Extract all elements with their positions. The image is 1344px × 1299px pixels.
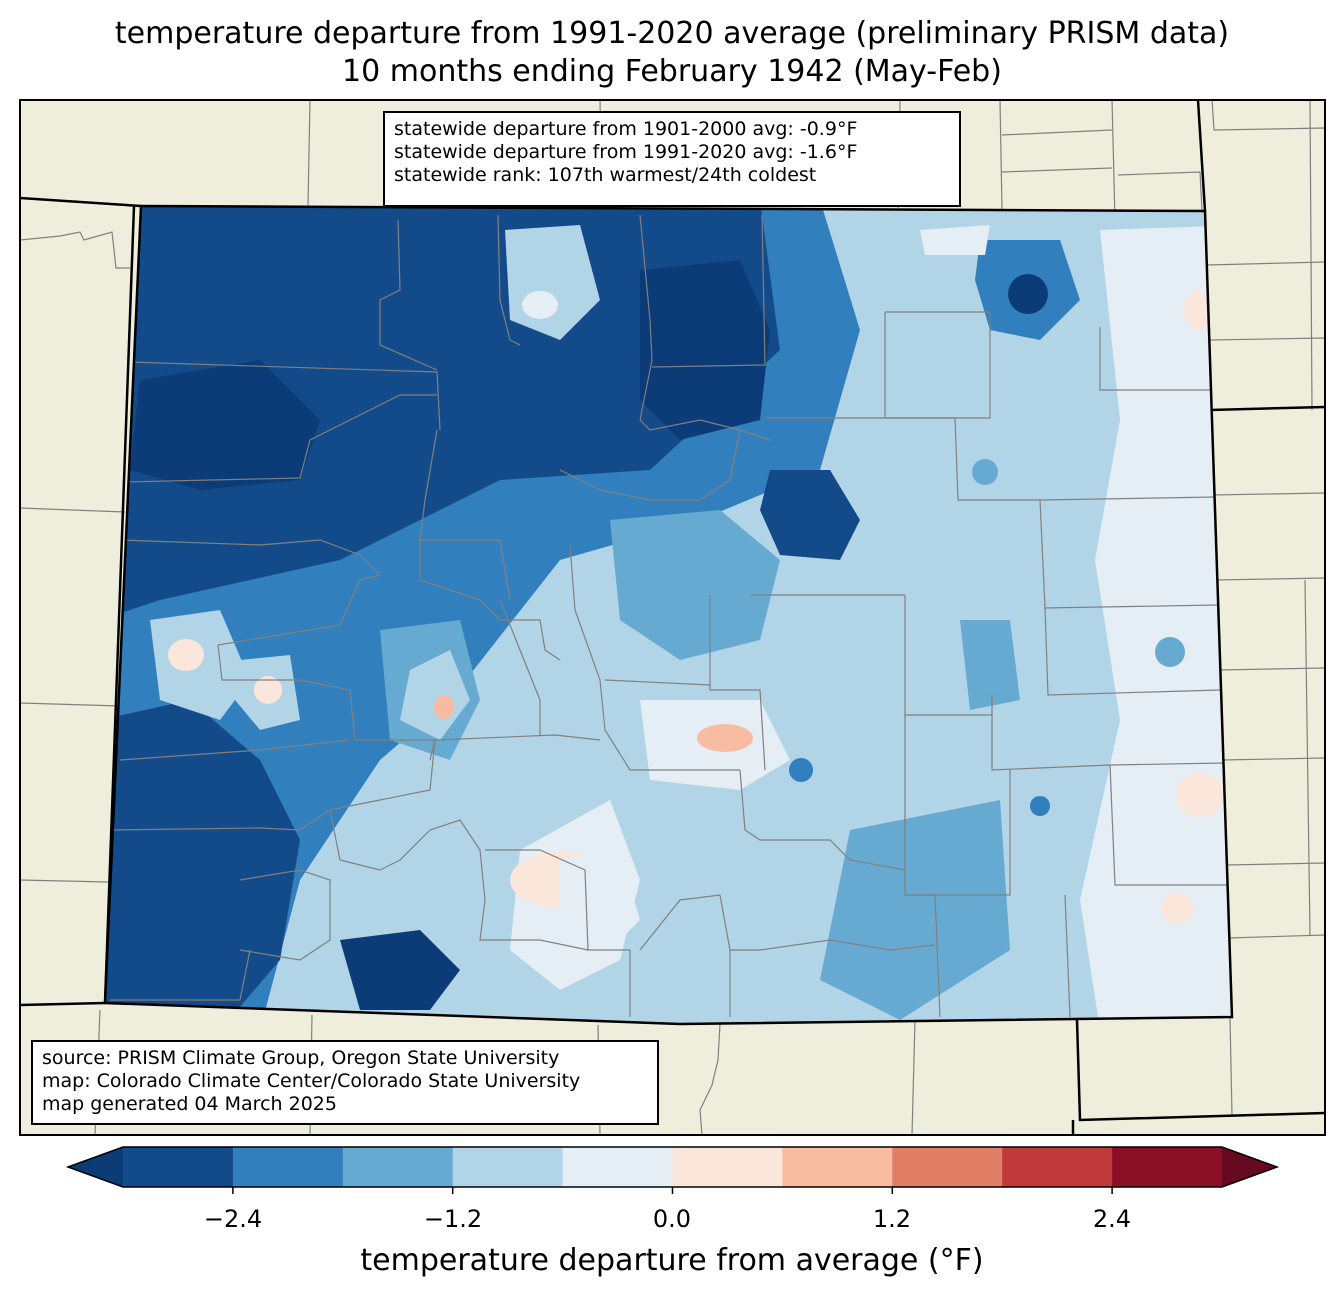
colorbar-segment <box>1002 1147 1113 1187</box>
colorado-county-lines <box>109 214 1228 1018</box>
map-frame <box>19 99 1326 1136</box>
colorbar-segment <box>892 1147 1003 1187</box>
colorbar-ticks <box>232 1187 1113 1194</box>
colorbar-tick-label: −1.2 <box>423 1205 483 1233</box>
map-title-line2: 10 months ending February 1942 (May-Feb) <box>342 54 1002 89</box>
colorbar-segment <box>452 1147 564 1187</box>
colorado-departure-field <box>105 206 1232 1024</box>
colorbar-segment <box>562 1147 673 1187</box>
colorbar-tick-label: 1.2 <box>872 1205 912 1233</box>
colorbar-tick-label: 0.0 <box>652 1205 692 1233</box>
colorbar-segment <box>672 1147 783 1187</box>
stat-departure-1901-2000: statewide departure from 1901-2000 avg: … <box>394 118 858 140</box>
colorbar-tick-label: 2.4 <box>1092 1205 1132 1233</box>
colorbar-segment <box>1112 1147 1223 1187</box>
colorado-state-border <box>103 204 1234 1026</box>
colorbar-segment <box>342 1147 454 1187</box>
stat-rank: statewide rank: 107th warmest/24th colde… <box>394 164 817 186</box>
colorbar-segment <box>123 1147 234 1187</box>
credit-generated: map generated 04 March 2025 <box>42 1093 337 1115</box>
map-title-line1: temperature departure from 1991-2020 ave… <box>114 16 1230 51</box>
credit-source: source: PRISM Climate Group, Oregon Stat… <box>42 1047 560 1069</box>
statewide-stats-box: statewide departure from 1901-2000 avg: … <box>383 111 961 207</box>
colorbar-segment <box>782 1147 893 1187</box>
colorbar-segment <box>232 1147 344 1187</box>
neighbor-county-lines <box>20 100 1325 1135</box>
colorbar-tick-label: −2.4 <box>203 1205 263 1233</box>
colorbar-outline <box>65 1146 1280 1188</box>
colorbar-label: temperature departure from average (°F) <box>360 1243 984 1278</box>
colorbar-extend-high <box>1222 1147 1277 1187</box>
stat-departure-1991-2020: statewide departure from 1991-2020 avg: … <box>394 141 858 163</box>
credits-box: source: PRISM Climate Group, Oregon Stat… <box>31 1040 659 1125</box>
credit-map: map: Colorado Climate Center/Colorado St… <box>42 1070 581 1092</box>
colorbar-extend-low <box>68 1147 123 1187</box>
colorbar <box>65 1146 1280 1188</box>
